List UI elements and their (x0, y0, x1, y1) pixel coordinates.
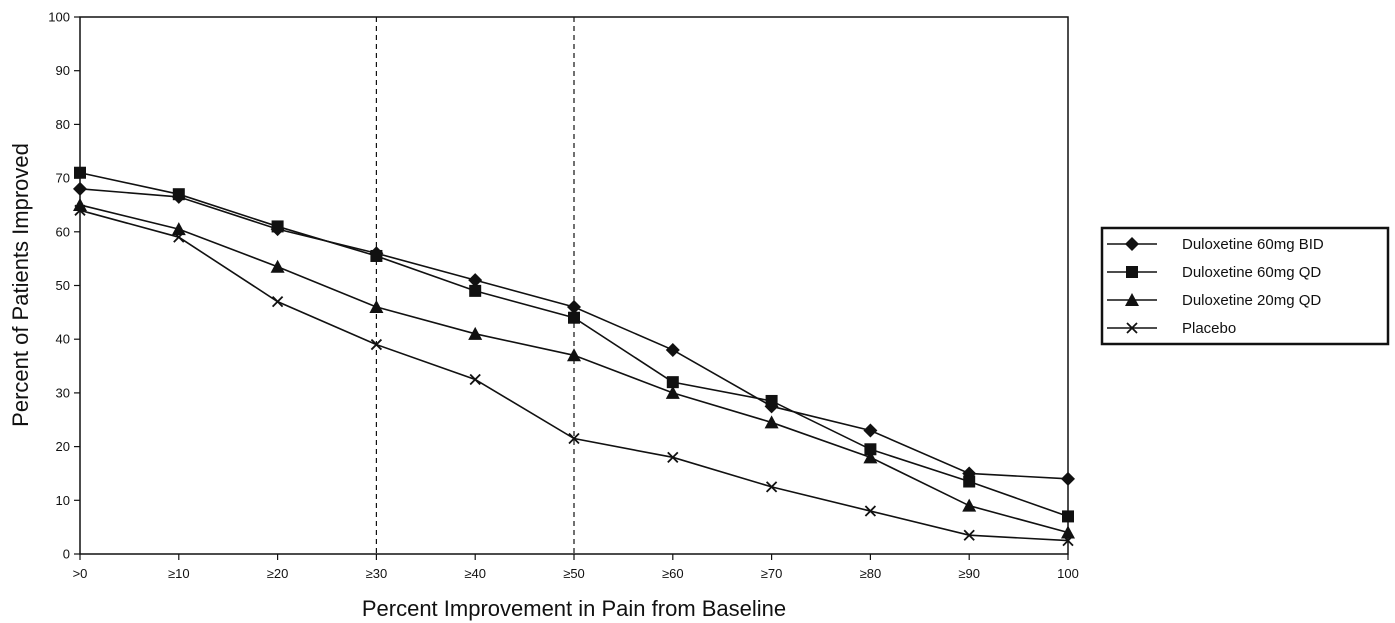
x-tick-label: ≥80 (860, 566, 882, 581)
y-tick-label: 0 (63, 547, 70, 562)
x-tick-label: >0 (73, 566, 88, 581)
triangle-marker (665, 385, 680, 399)
square-marker (864, 443, 877, 456)
x-marker-stroke (74, 204, 86, 216)
square-marker (1126, 266, 1138, 278)
x-tick-label: ≥10 (168, 566, 190, 581)
x-marker (1126, 322, 1138, 334)
plot-area-frame (79, 16, 1069, 555)
triangle-marker (468, 326, 483, 340)
x-tick-label: ≥20 (267, 566, 289, 581)
diamond-marker (1061, 471, 1075, 486)
x-marker-stroke (1062, 534, 1074, 547)
legend: Duloxetine 60mg BID Duloxetine 60mg QD Dul… (1100, 226, 1390, 346)
x-marker (173, 231, 185, 243)
y-tick-label: 90 (56, 63, 70, 78)
y-tick-label: 50 (56, 278, 70, 293)
x-tick-label: ≥90 (958, 566, 980, 581)
x-marker-stroke (271, 295, 284, 308)
triangle-marker (171, 222, 186, 236)
y-axis-title: Percent of Patients Improved (8, 143, 33, 427)
x-marker (1062, 534, 1074, 547)
y-tick-label: 60 (56, 224, 70, 239)
legend-label: Duloxetine 20mg QD (1182, 292, 1321, 309)
x-marker (864, 505, 877, 517)
x-marker-stroke (1126, 322, 1138, 334)
square-marker (74, 166, 86, 179)
diamond-marker (1125, 237, 1139, 251)
x-tick-label: ≥60 (662, 566, 684, 581)
diamond-marker (567, 299, 581, 314)
triangle-marker (567, 348, 581, 362)
x-marker (963, 529, 975, 541)
square-marker (271, 220, 284, 233)
x-marker (74, 204, 86, 216)
x-marker-stroke (667, 451, 679, 463)
y-tick-label: 100 (48, 10, 70, 25)
triangle-marker (863, 450, 878, 464)
triangle-marker (73, 197, 87, 211)
legend-box (1100, 226, 1390, 346)
diamond-marker (863, 423, 878, 438)
legend-label: Duloxetine 60mg BID (1182, 236, 1324, 253)
triangle-marker (1125, 293, 1139, 306)
x-tick-label: 100 (1057, 566, 1079, 581)
x-axis-title: Percent Improvement in Pain from Baselin… (362, 596, 786, 621)
legend-label: Duloxetine 60mg QD (1182, 264, 1321, 281)
y-tick-label: 70 (56, 171, 70, 186)
y-tick-label: 40 (56, 332, 70, 347)
series-layer (73, 166, 1075, 547)
x-axis: >0 ≥10 ≥20 ≥30 ≥40 ≥50 ≥60 ≥70 ≥80 ≥90 100 (73, 554, 1079, 581)
square-marker (765, 394, 778, 407)
series-line (79, 209, 1069, 542)
triangle-marker (962, 498, 977, 512)
x-marker-stroke (370, 338, 383, 351)
square-marker (370, 249, 383, 262)
diamond-marker (665, 342, 680, 357)
legend-label: Placebo (1182, 320, 1236, 337)
x-tick-label: ≥40 (464, 566, 486, 581)
square-marker (666, 376, 679, 389)
x-marker-stroke (765, 481, 778, 493)
square-marker (1062, 510, 1074, 523)
y-tick-label: 80 (56, 117, 70, 132)
x-marker-stroke (469, 373, 481, 386)
triangle-marker (270, 259, 285, 273)
x-marker-stroke (963, 529, 975, 541)
y-tick-label: 20 (56, 439, 70, 454)
triangle-marker (1061, 525, 1075, 539)
x-marker (469, 373, 481, 386)
y-tick-label: 30 (56, 385, 70, 400)
diamond-marker (73, 181, 87, 196)
square-marker (469, 284, 482, 297)
triangle-marker (764, 415, 779, 429)
x-marker (271, 295, 284, 308)
square-marker (963, 475, 976, 488)
y-tick-label: 10 (56, 493, 70, 508)
x-marker-stroke (173, 231, 185, 243)
x-tick-label: ≥50 (563, 566, 585, 581)
x-marker (667, 451, 679, 463)
square-marker (568, 311, 580, 324)
x-marker (370, 338, 383, 351)
x-marker-stroke (568, 432, 580, 445)
x-marker (765, 481, 778, 493)
square-marker (172, 188, 185, 201)
x-tick-label: ≥30 (366, 566, 388, 581)
y-axis: 0 10 20 30 40 50 60 70 80 90 100 (48, 10, 80, 562)
x-marker (568, 432, 580, 445)
diamond-marker (468, 273, 483, 288)
x-marker-stroke (864, 505, 877, 517)
triangle-marker (369, 299, 384, 313)
x-tick-label: ≥70 (761, 566, 783, 581)
